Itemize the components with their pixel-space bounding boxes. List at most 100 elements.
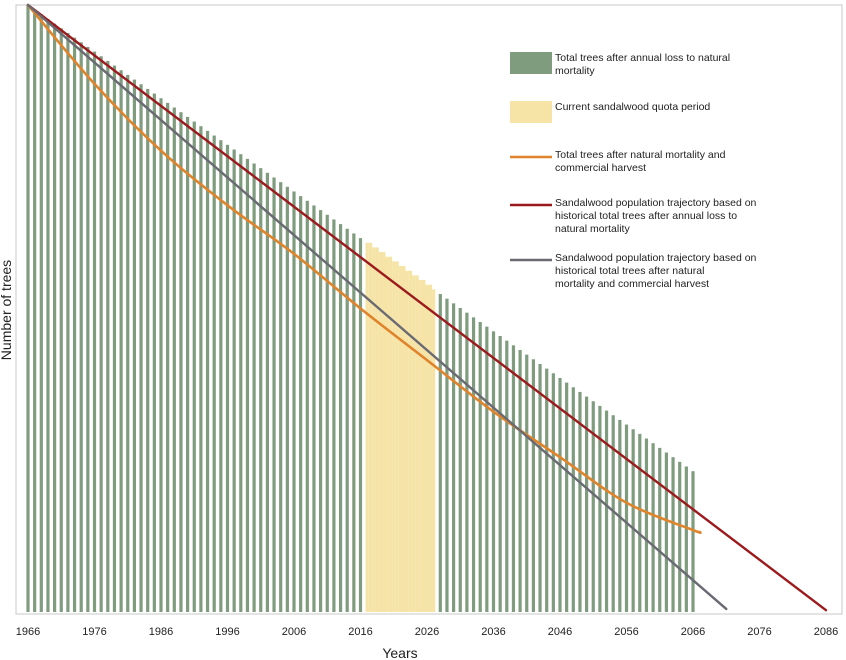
bar-1982 [132, 79, 136, 613]
bar-2052 [598, 405, 602, 612]
x-tick-label-2066: 2066 [681, 626, 705, 638]
bar-2040 [518, 349, 522, 612]
bar-1970 [53, 23, 57, 612]
quota-bar-2023 [405, 270, 409, 612]
bar-1966 [26, 5, 30, 612]
bar-2028 [438, 294, 442, 612]
bar-2048 [571, 387, 575, 612]
bar-2015 [352, 233, 356, 612]
quota-fill-2019 [382, 252, 386, 612]
bar-1978 [106, 60, 110, 612]
bar-2054 [611, 415, 615, 612]
quota-bar-2024 [412, 275, 416, 612]
bar-2041 [525, 354, 529, 612]
x-tick-labels: 1966 1976 1986 1996 2006 2016 2026 2036 2046 2056… [16, 626, 838, 638]
bar-1994 [212, 135, 216, 612]
quota-bar-2022 [398, 266, 402, 612]
bar-1973 [72, 37, 77, 612]
series-gray-line [26, 3, 728, 611]
bar-1997 [232, 149, 236, 612]
bar-2002 [265, 172, 269, 612]
x-axis-title: Years [382, 645, 417, 660]
quota-fill-2023 [408, 270, 413, 612]
bar-2050 [585, 396, 589, 612]
bar-2035 [485, 326, 489, 612]
x-tick-label-2016: 2016 [348, 626, 372, 638]
bar-2043 [538, 363, 542, 612]
bar-2066 [691, 471, 695, 612]
bar-2014 [345, 228, 349, 612]
bar-2005 [285, 186, 289, 612]
quota-bar-2019 [378, 252, 383, 612]
bar-1996 [225, 144, 230, 612]
bar-2004 [279, 182, 283, 612]
bar-1967 [33, 9, 37, 613]
bar-2011 [325, 214, 329, 612]
legend-text-line: historical total trees after natural [555, 265, 704, 277]
bar-2006 [292, 191, 296, 612]
bar-2037 [498, 335, 502, 612]
legend-label-orange-line: Total trees after natural mortality and c… [555, 149, 726, 174]
legend-label-quota: Current sandalwood quota period [555, 101, 710, 113]
bar-2058 [638, 433, 642, 612]
quota-bar-2027 [432, 289, 436, 612]
bar-2042 [531, 359, 535, 612]
bar-2007 [299, 196, 303, 612]
bar-2049 [578, 391, 582, 612]
bar-2010 [319, 210, 323, 612]
legend-label-gray-line: Sandalwood population trajectory based o… [555, 252, 757, 290]
legend-swatch-quota [510, 101, 552, 123]
bar-1995 [219, 140, 223, 612]
bar-1977 [99, 56, 103, 612]
bar-2044 [545, 368, 549, 612]
legend-text-line: Total trees after annual loss to natural [555, 52, 730, 64]
x-tick-label-2046: 2046 [548, 626, 572, 638]
bar-2047 [565, 382, 569, 612]
bar-2000 [252, 163, 256, 612]
legend-label-bars: Total trees after annual loss to natural… [555, 52, 730, 77]
legend-text-line: mortality and commercial harvest [555, 278, 709, 290]
legend-text-line: Total trees after natural mortality and [555, 149, 726, 161]
series-red-line [26, 3, 828, 612]
bar-2045 [551, 373, 555, 612]
legend-text-line: historical total trees after annual loss… [555, 210, 737, 222]
bar-1968 [39, 14, 43, 612]
bar-2057 [631, 429, 635, 612]
bar-2059 [644, 438, 649, 612]
bar-2003 [272, 177, 276, 613]
quota-bar-2018 [372, 247, 376, 612]
bar-2012 [332, 219, 336, 612]
bar-1989 [179, 112, 183, 612]
quota-fill-2020 [388, 256, 393, 612]
bar-2013 [338, 224, 343, 612]
quota-fill-2024 [415, 275, 419, 612]
bars-layer [26, 5, 695, 613]
bar-2046 [558, 377, 562, 612]
quota-fill-2026 [428, 284, 433, 612]
legend-text-line: Sandalwood population trajectory based o… [555, 197, 757, 209]
bar-1991 [192, 121, 196, 612]
bar-2039 [511, 345, 516, 612]
quota-fill-2021 [395, 261, 399, 612]
bar-2053 [604, 410, 609, 612]
bar-2061 [658, 447, 662, 612]
bar-2030 [452, 303, 456, 612]
plot-frame [15, 4, 843, 615]
bar-2051 [591, 401, 595, 612]
bar-2060 [651, 443, 655, 612]
quota-bar-2025 [418, 280, 422, 612]
bar-1987 [166, 102, 170, 613]
x-tick-label-1976: 1976 [82, 626, 106, 638]
quota-bar-2017 [365, 242, 369, 612]
x-tick-label-2086: 2086 [814, 626, 838, 638]
bar-1976 [92, 51, 97, 613]
legend-text-line: mortality [555, 65, 595, 77]
quota-bar-2021 [392, 261, 396, 612]
bar-2001 [259, 168, 263, 612]
x-tick-label-2036: 2036 [481, 626, 505, 638]
quota-fill-2018 [375, 247, 379, 612]
lines-layer [26, 3, 828, 612]
bar-2009 [312, 205, 316, 612]
x-tick-label-2006: 2006 [282, 626, 306, 638]
